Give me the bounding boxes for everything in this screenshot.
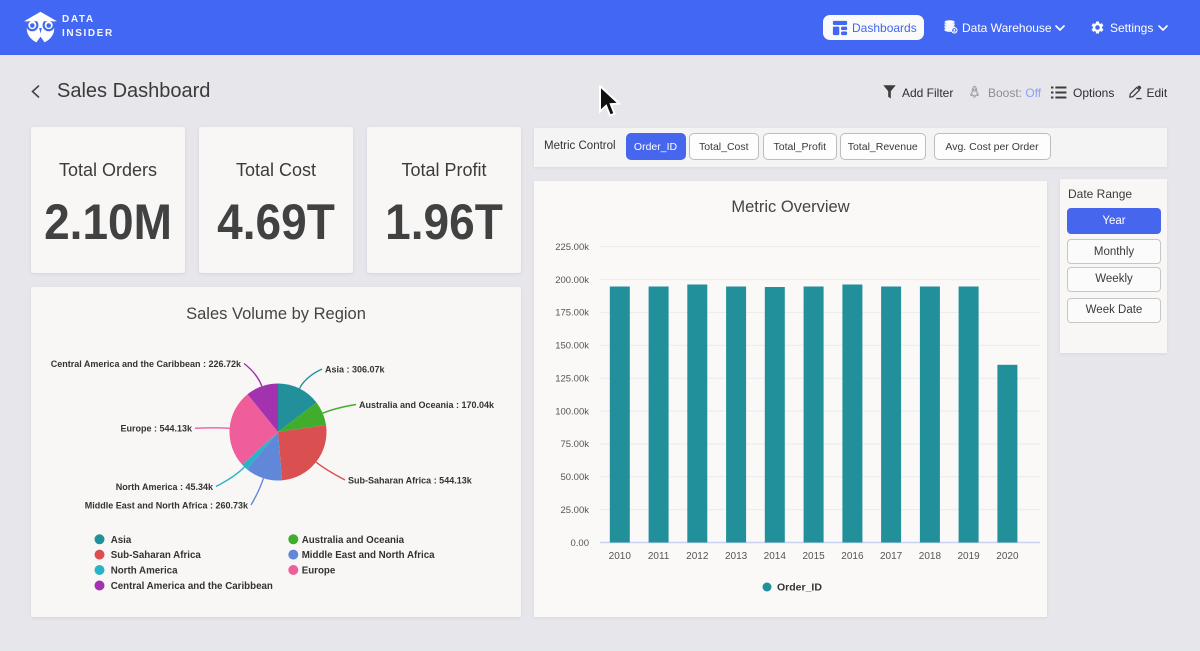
svg-text:2012: 2012 <box>686 551 709 562</box>
svg-text:2010: 2010 <box>609 551 632 562</box>
svg-text:100.00k: 100.00k <box>555 406 589 417</box>
svg-text:25.00k: 25.00k <box>560 505 589 516</box>
svg-text:2016: 2016 <box>841 551 864 562</box>
svg-text:175.00k: 175.00k <box>555 308 589 319</box>
svg-text:2017: 2017 <box>880 551 903 562</box>
svg-text:75.00k: 75.00k <box>560 439 589 450</box>
svg-text:2014: 2014 <box>764 551 787 562</box>
svg-text:125.00k: 125.00k <box>555 374 589 385</box>
svg-text:0.00: 0.00 <box>571 538 590 549</box>
svg-text:2019: 2019 <box>957 551 980 562</box>
svg-text:2020: 2020 <box>996 551 1019 562</box>
svg-text:2018: 2018 <box>919 551 942 562</box>
svg-text:Order_ID: Order_ID <box>777 582 822 594</box>
svg-text:2013: 2013 <box>725 551 748 562</box>
svg-text:2011: 2011 <box>648 551 670 562</box>
svg-text:225.00k: 225.00k <box>555 242 589 253</box>
svg-text:200.00k: 200.00k <box>555 275 589 286</box>
svg-text:150.00k: 150.00k <box>555 341 589 352</box>
svg-text:2015: 2015 <box>802 551 825 562</box>
svg-text:50.00k: 50.00k <box>560 472 589 483</box>
